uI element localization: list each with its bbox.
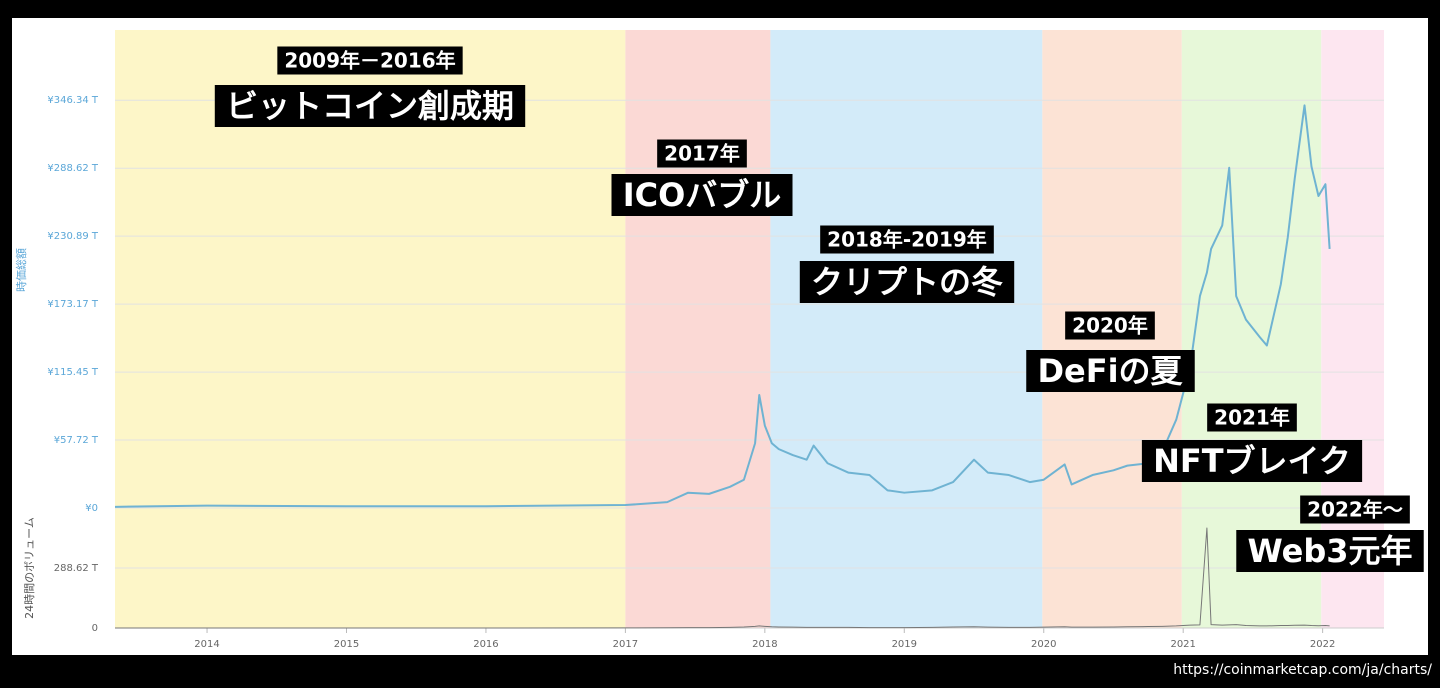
era-title-group: DeFiの夏 (1026, 350, 1195, 392)
era-period-group: 2018年-2019年 (820, 225, 994, 254)
era-title-group: Web3元年 (1236, 530, 1424, 572)
era-period: 2022年〜 (1307, 498, 1403, 522)
x-tick-label: 2015 (334, 639, 359, 650)
era-period-box (1207, 403, 1297, 432)
era-title: ビットコイン創成期 (226, 87, 514, 125)
era-period-box (820, 225, 994, 254)
era-period-box (1300, 495, 1410, 524)
era-title-group: クリプトの冬 (799, 261, 1015, 303)
era-title-group: ICOバブル (611, 174, 793, 216)
era-period-box (657, 139, 747, 168)
y2-tick-label: 288.62 T (54, 563, 99, 574)
era-title: NFTブレイク (1153, 442, 1351, 480)
era-period-box (277, 46, 463, 75)
era-title: Web3元年 (1247, 532, 1412, 570)
era-title-box (1236, 530, 1424, 572)
era-title-group: ビットコイン創成期 (214, 85, 526, 127)
era-title-box (799, 261, 1015, 303)
era-title-box (214, 85, 526, 127)
era-period-group: 2021年 (1207, 403, 1297, 432)
x-tick-label: 2020 (1031, 639, 1056, 650)
market-cap-line (114, 104, 1331, 508)
y2-tick-label: 0 (92, 623, 98, 634)
era-band (1181, 30, 1322, 628)
era-period-group: 2020年 (1065, 311, 1155, 340)
x-tick-label: 2014 (194, 639, 219, 650)
y-tick-label: ¥173.17 T (47, 299, 99, 310)
era-period: 2021年 (1214, 406, 1290, 430)
era-band (770, 30, 1043, 628)
y-axis-title: 時価総額 (14, 248, 28, 292)
era-band (625, 30, 771, 628)
era-band (1321, 30, 1384, 628)
x-tick-label: 2017 (613, 639, 638, 650)
era-period: 2018年-2019年 (827, 228, 987, 252)
era-title: クリプトの冬 (811, 263, 1003, 301)
era-period-group: 2009年－2016年 (277, 46, 463, 75)
x-tick-label: 2021 (1170, 639, 1195, 650)
y-tick-label: ¥57.72 T (54, 435, 99, 446)
volume-line (115, 527, 1330, 629)
source-url: https://coinmarketcap.com/ja/charts/ (1173, 662, 1432, 678)
y2-axis-title: 24時間のボリューム (23, 517, 36, 619)
era-period-box (1065, 311, 1155, 340)
era-period: 2020年 (1072, 314, 1148, 338)
x-tick-label: 2016 (473, 639, 498, 650)
era-title-box (1026, 350, 1195, 392)
y-tick-label: ¥0 (85, 503, 98, 514)
era-period: 2017年 (664, 142, 740, 166)
x-tick-label: 2019 (892, 639, 917, 650)
era-period-group: 2017年 (657, 139, 747, 168)
era-band (115, 30, 626, 628)
era-title-box (1141, 440, 1363, 482)
era-title: DeFiの夏 (1037, 352, 1183, 390)
era-period: 2009年－2016年 (284, 49, 455, 73)
era-period-group: 2022年〜 (1300, 495, 1410, 524)
era-title-box (611, 174, 793, 216)
era-title-group: NFTブレイク (1141, 440, 1363, 482)
y-tick-label: ¥115.45 T (47, 367, 99, 378)
era-title: ICOバブル (623, 176, 782, 214)
x-tick-label: 2022 (1310, 639, 1335, 650)
x-tick-label: 2018 (752, 639, 777, 650)
y-tick-label: ¥230.89 T (47, 231, 99, 242)
y-tick-label: ¥346.34 T (47, 95, 99, 106)
y-tick-label: ¥288.62 T (47, 163, 99, 174)
